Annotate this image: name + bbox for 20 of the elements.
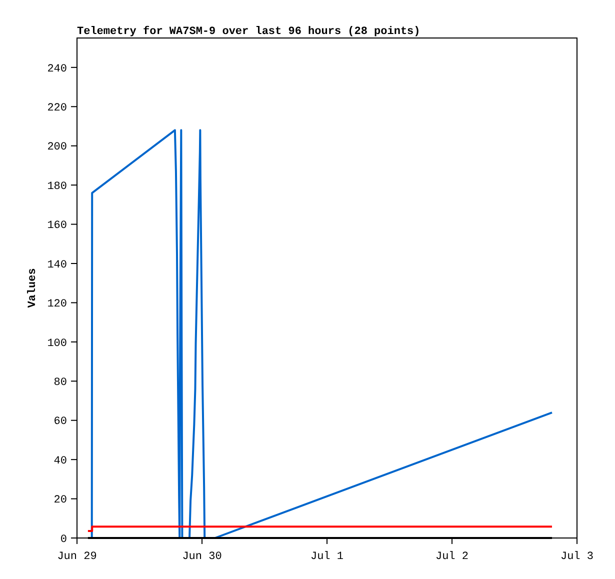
y-tick-label: 120 (47, 298, 67, 311)
chart-title: Telemetry for WA7SM-9 over last 96 hours (28 points) (77, 25, 420, 38)
y-tick-label: 80 (54, 376, 67, 389)
y-tick-label: 100 (47, 338, 67, 350)
x-tick-label: Jul 2 (435, 551, 469, 563)
y-tick-label: 60 (54, 416, 67, 428)
x-tick-label: Jul 1 (310, 551, 344, 563)
y-tick-label: 20 (54, 494, 67, 507)
x-tick-label: Jun 30 (182, 551, 222, 563)
y-tick-label: 40 (54, 455, 67, 468)
y-tick-label: 220 (47, 102, 67, 114)
y-tick-label: 240 (47, 63, 67, 76)
y-tick-label: 200 (47, 142, 67, 154)
y-tick-label: 180 (47, 180, 67, 193)
x-tick-label: Jul 3 (560, 551, 594, 563)
y-axis-title: Values (27, 268, 39, 308)
y-tick-label: 160 (47, 220, 67, 232)
y-tick-label: 0 (60, 534, 67, 546)
x-tick-label: Jun 29 (57, 551, 97, 563)
y-tick-label: 140 (47, 259, 67, 272)
